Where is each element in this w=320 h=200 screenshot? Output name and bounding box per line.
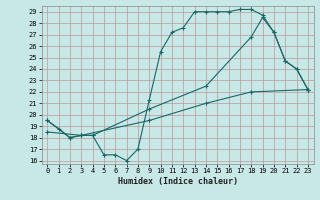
X-axis label: Humidex (Indice chaleur): Humidex (Indice chaleur) [118, 177, 237, 186]
